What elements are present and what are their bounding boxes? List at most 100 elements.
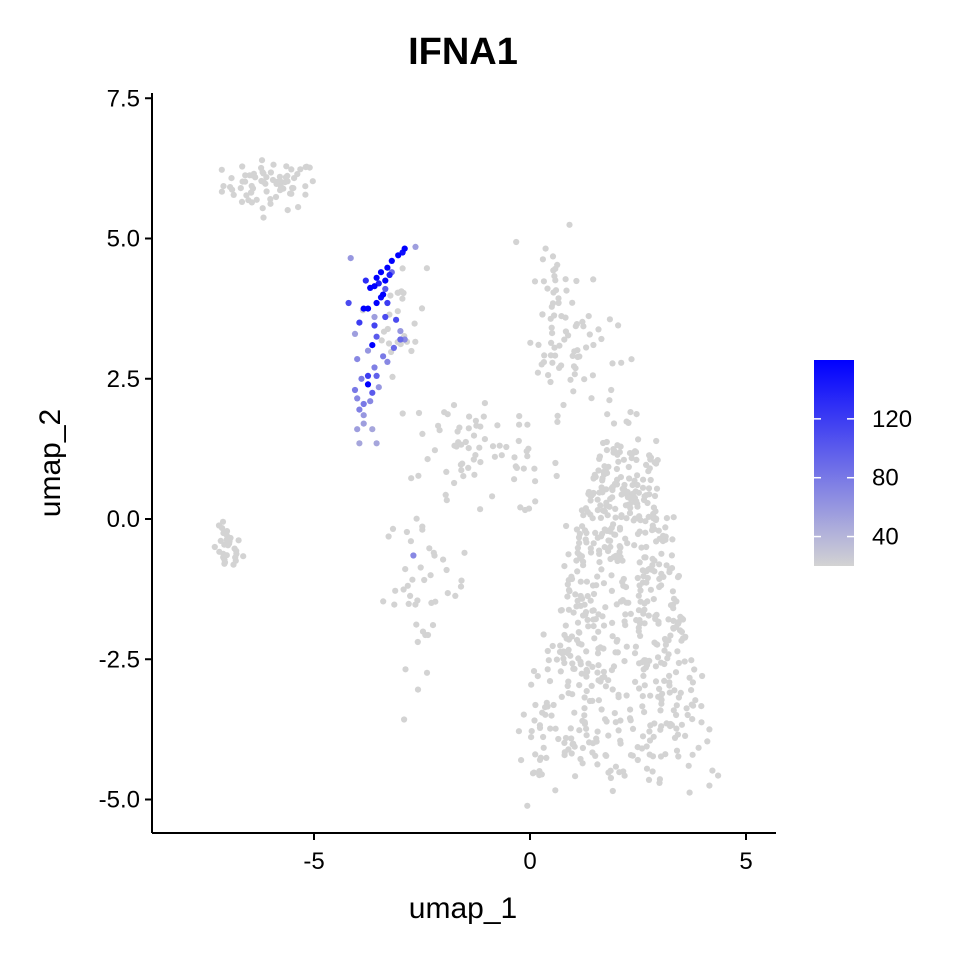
expressing-cell-point [380,291,387,298]
cell-point [412,338,419,345]
color-legend: 40 80 120 [814,360,912,566]
cell-point [574,544,582,552]
cell-point [384,325,391,333]
cell-point [413,621,420,628]
cell-point [408,347,415,355]
expressing-cell-point [367,284,374,291]
cell-point [643,765,651,772]
cell-point [623,643,630,650]
cell-point [584,593,591,600]
cell-point [215,522,223,529]
cell-point [634,574,641,582]
cell-point [544,647,551,655]
cell-point [677,613,684,621]
cell-point [583,344,590,351]
cell-point [622,502,630,509]
cell-point [538,361,545,368]
cell-point [415,472,422,479]
cell-point [613,465,621,473]
cell-point [615,458,622,465]
cell-point [633,411,640,418]
cell-point [498,452,505,459]
cell-point [600,645,607,652]
cell-point [211,543,218,551]
cell-point [572,323,579,330]
cell-point [429,622,437,629]
colorbar [814,360,854,566]
cell-point [608,667,616,674]
y-tick-label: 5.0 [107,226,140,253]
cell-point [592,473,599,481]
cell-point [611,710,618,717]
cell-point [534,369,542,376]
cell-point [576,530,584,538]
cell-point [562,276,569,283]
cell-point [291,175,298,182]
cell-point [598,566,605,573]
cell-point [465,445,472,452]
cell-point [620,456,628,463]
cell-point [605,732,612,739]
cell-point [594,761,601,768]
cell-point [663,515,671,522]
cell-point [583,725,590,732]
cell-point [629,490,637,497]
y-tick-label: 2.5 [107,366,140,393]
cell-point [512,463,519,470]
cell-point [651,720,658,727]
expressing-cell-point [371,364,378,371]
y-axis-ticks: -5.0 -2.5 0.0 2.5 5.0 7.5 [99,85,152,814]
cell-point [595,697,603,704]
expressing-cell-point [354,395,361,402]
cell-point [652,508,659,515]
cell-point [609,633,616,640]
cell-point [407,592,414,600]
cell-point [618,359,625,366]
cell-point [622,611,629,618]
cell-point [552,265,559,272]
cell-point [566,588,573,595]
cell-point [524,802,531,809]
cell-point [444,590,451,597]
cell-point [574,597,581,604]
cell-point [548,339,555,346]
expressing-cell-point [377,269,385,276]
cell-point [561,563,568,570]
cell-point [617,737,624,744]
cell-point [612,505,619,512]
cell-point [639,693,646,700]
cell-point [562,328,570,335]
cell-point [232,554,239,561]
cell-point [609,487,616,494]
cell-point [527,339,534,346]
cell-point [636,513,643,520]
cell-point [579,717,586,725]
cell-point [595,645,602,652]
cell-point [626,509,634,517]
cell-point [631,650,639,657]
cell-point [594,496,601,503]
cell-point [647,586,655,593]
cell-point [551,273,558,280]
cell-point [585,623,592,630]
cell-point [607,774,615,782]
cell-point [620,582,627,589]
cell-point [568,735,575,742]
cell-point [608,587,616,595]
cell-point [590,341,597,349]
cell-point [581,376,588,383]
expressing-cell-point [382,313,389,321]
cell-point [270,161,277,168]
cell-point [503,443,510,451]
cell-point [709,767,716,774]
cell-point [260,214,267,221]
cell-point [665,651,672,658]
cell-point [640,672,647,680]
cell-point [698,703,705,710]
cell-point [678,721,686,728]
cell-point [637,587,644,594]
cell-point [666,672,673,680]
cell-point [661,635,669,643]
cell-point [465,464,472,471]
cell-point [481,400,488,407]
